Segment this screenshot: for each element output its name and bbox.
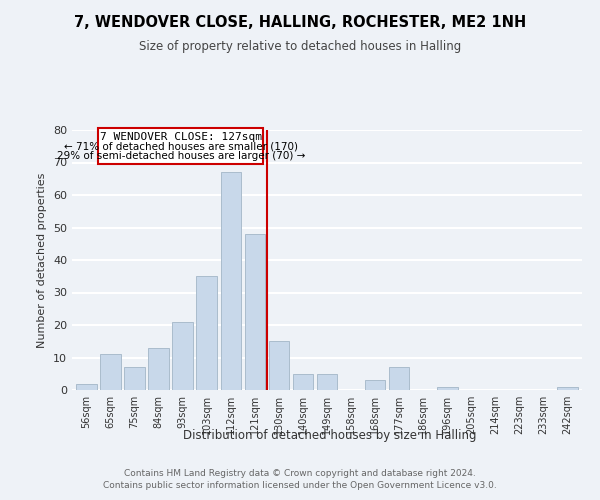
Text: 7, WENDOVER CLOSE, HALLING, ROCHESTER, ME2 1NH: 7, WENDOVER CLOSE, HALLING, ROCHESTER, M…	[74, 15, 526, 30]
Bar	[365, 380, 385, 390]
Bar	[76, 384, 97, 390]
Text: 29% of semi-detached houses are larger (70) →: 29% of semi-detached houses are larger (…	[56, 151, 305, 161]
Bar	[148, 348, 169, 390]
Bar	[317, 374, 337, 390]
Bar	[245, 234, 265, 390]
Bar	[124, 367, 145, 390]
FancyBboxPatch shape	[98, 128, 263, 164]
Text: Size of property relative to detached houses in Halling: Size of property relative to detached ho…	[139, 40, 461, 53]
Y-axis label: Number of detached properties: Number of detached properties	[37, 172, 47, 348]
Text: Contains public sector information licensed under the Open Government Licence v3: Contains public sector information licen…	[103, 481, 497, 490]
Text: 7 WENDOVER CLOSE: 127sqm: 7 WENDOVER CLOSE: 127sqm	[100, 132, 262, 141]
Bar	[437, 387, 458, 390]
Bar	[100, 354, 121, 390]
Bar	[221, 172, 241, 390]
Text: Distribution of detached houses by size in Halling: Distribution of detached houses by size …	[183, 428, 477, 442]
Bar	[389, 367, 409, 390]
Text: Contains HM Land Registry data © Crown copyright and database right 2024.: Contains HM Land Registry data © Crown c…	[124, 468, 476, 477]
Bar	[172, 322, 193, 390]
Bar	[293, 374, 313, 390]
Bar	[196, 276, 217, 390]
Text: ← 71% of detached houses are smaller (170): ← 71% of detached houses are smaller (17…	[64, 142, 298, 152]
Bar	[557, 387, 578, 390]
Bar	[269, 341, 289, 390]
